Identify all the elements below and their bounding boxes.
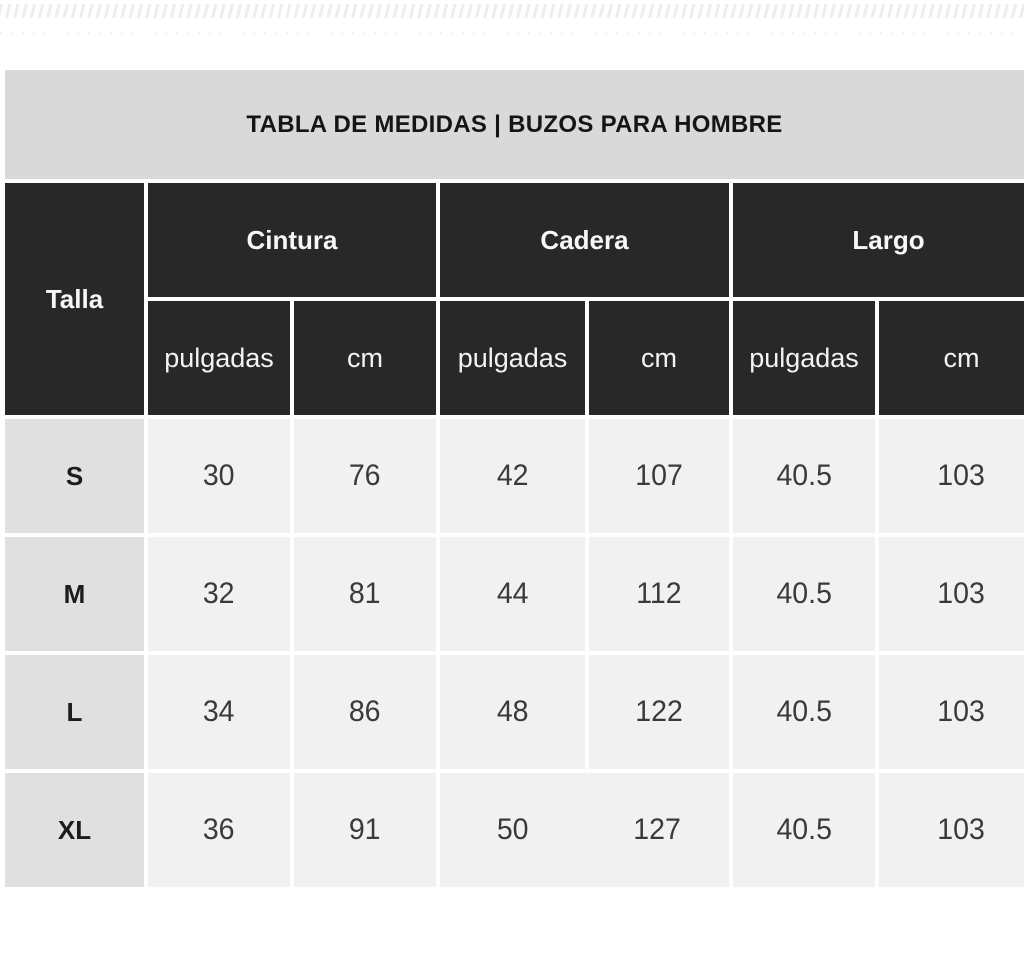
size-chart-table: Talla Cintura Cadera Largo pulgadas cm p… — [5, 183, 1024, 887]
title-bar: TABLA DE MEDIDAS | BUZOS PARA HOMBRE — [5, 70, 1024, 179]
table-cell: 30 — [148, 419, 290, 533]
cell-value: 32 — [203, 577, 235, 610]
table-cell: 40.5 — [733, 537, 875, 651]
header-unit-largo-pulgadas: pulgadas — [733, 301, 875, 415]
watermark-strip — [0, 4, 1024, 36]
table-cell: 36 — [148, 773, 290, 887]
cell-value: 36 — [203, 813, 235, 846]
size-label: M — [5, 537, 144, 651]
table-cell: 48 — [440, 655, 585, 769]
header-group-cadera: Cadera — [440, 183, 729, 297]
header-talla: Talla — [5, 183, 144, 415]
table-cell: 44 — [440, 537, 585, 651]
cell-value: 34 — [203, 695, 235, 728]
table-cell: 81 — [294, 537, 436, 651]
table-cell: 40.5 — [733, 419, 875, 533]
cell-value: 40.5 — [776, 577, 832, 610]
header-group-cintura: Cintura — [148, 183, 436, 297]
table-cell: 32 — [148, 537, 290, 651]
table-cell: 103 — [879, 419, 1024, 533]
header-unit-largo-cm: cm — [879, 301, 1024, 415]
header-unit-cadera-cm: cm — [589, 301, 729, 415]
table-cell: 103 — [879, 655, 1024, 769]
table-cell: 122 — [589, 655, 729, 769]
cell-value: 103 — [937, 813, 986, 846]
cell-value: 76 — [349, 459, 381, 492]
header-unit-cintura-cm: cm — [294, 301, 436, 415]
size-label: L — [5, 655, 144, 769]
table-cell: 34 — [148, 655, 290, 769]
cell-value: 44 — [496, 577, 529, 610]
table-cell: 42 — [440, 419, 585, 533]
cell-value: 91 — [349, 813, 381, 846]
cell-value: 86 — [349, 695, 381, 728]
cell-value: 40.5 — [776, 459, 832, 492]
table-cell: 103 — [879, 773, 1024, 887]
table-cell: 103 — [879, 537, 1024, 651]
header-unit-cintura-pulgadas: pulgadas — [148, 301, 290, 415]
table-cell-merged-cadera: 50 127 — [440, 773, 729, 887]
size-label: XL — [5, 773, 144, 887]
table-cell: 76 — [294, 419, 436, 533]
cell-value: 112 — [636, 577, 682, 610]
cell-value: 40.5 — [776, 695, 832, 728]
cell-value: 107 — [635, 459, 683, 492]
cell-value: 81 — [349, 577, 381, 610]
cell-value: 48 — [496, 695, 529, 728]
page-title: TABLA DE MEDIDAS | BUZOS PARA HOMBRE — [246, 110, 783, 138]
cell-value: 103 — [937, 459, 986, 492]
table-cell: 40.5 — [733, 773, 875, 887]
table-cell: 112 — [589, 537, 729, 651]
cell-value: 127 — [632, 813, 681, 846]
size-label: S — [5, 419, 144, 533]
table-cell: 40.5 — [733, 655, 875, 769]
cell-value: 50 — [496, 813, 529, 846]
cell-value: 122 — [635, 695, 683, 728]
table-cell: 91 — [294, 773, 436, 887]
cell-value: 103 — [937, 695, 986, 728]
cell-value: 30 — [203, 459, 235, 492]
cell-value: 40.5 — [776, 813, 832, 846]
table-cell: 86 — [294, 655, 436, 769]
header-unit-cadera-pulgadas: pulgadas — [440, 301, 585, 415]
cell-value: 42 — [496, 459, 529, 492]
cell-value: 103 — [937, 577, 986, 610]
header-group-largo: Largo — [733, 183, 1024, 297]
table-cell: 107 — [589, 419, 729, 533]
